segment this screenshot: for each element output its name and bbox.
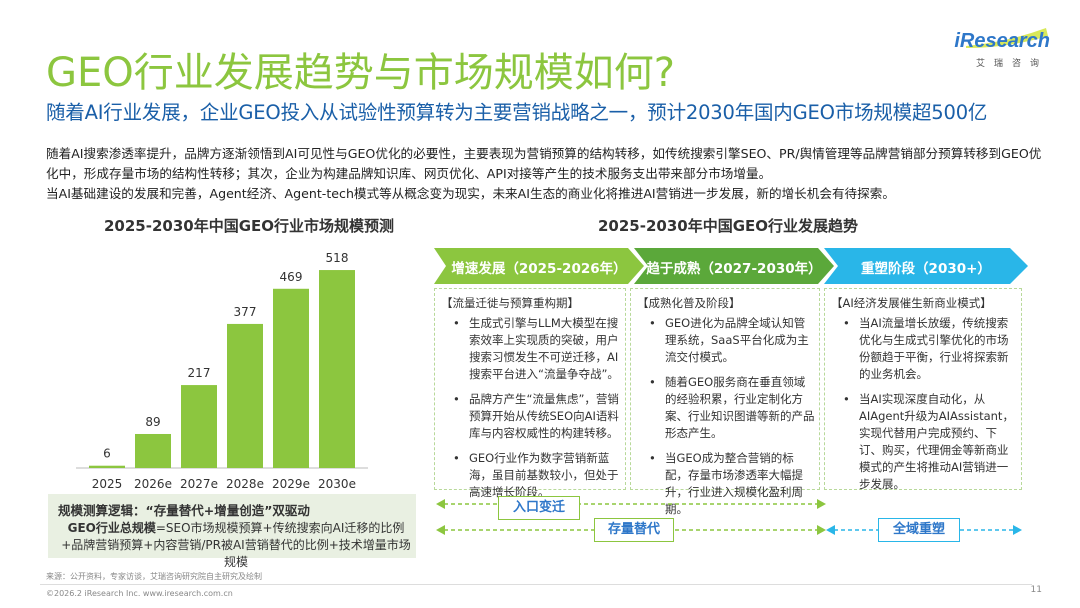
phase-label-2: 趋于成熟（2027-2030年） (646, 261, 822, 277)
bar-2030e (319, 270, 355, 468)
phase-banner-3: 重塑阶段（2030+） (824, 248, 1028, 284)
phase-points-2: GEO进化为品牌全域认知管理系统，SaaS平台化成为主流交付模式。 随着GEO服… (649, 315, 815, 526)
phase-arrow-shape-2 (634, 248, 834, 284)
bar-2027e (181, 385, 217, 468)
x-tick-label-2029e: 2029e (272, 477, 310, 491)
footer-divider (40, 584, 1032, 585)
intro-line-1: 随着AI搜索渗透率提升，品牌方逐渐领悟到AI可见性与GEO优化的必要性，主要表现… (46, 146, 1042, 181)
phase-subtitle-1: 【流量迁徙与预算重构期】 (441, 296, 579, 310)
x-tick-label-2027e: 2027e (180, 477, 218, 491)
bar-2026e (135, 433, 171, 468)
logic-formula-bold: GEO行业总规模 (67, 521, 156, 535)
phase-subtitle-3: 【AI经济发展催生新商业模式】 (831, 296, 992, 310)
phase-arrow-shape-3 (824, 248, 1028, 284)
logic-heading: 规模测算逻辑：“存量替代+增量创造”双驱动 (58, 503, 310, 518)
logo-swoosh-icon (966, 28, 1048, 48)
logic-formula: GEO行业总规模=SEO市场规模预算+传统搜索向AI迁移的比例+品牌营销预算+内… (60, 520, 412, 571)
tag-entry-shift: 入口变迁 (498, 496, 580, 520)
x-tick-label-2028e: 2028e (226, 477, 264, 491)
data-label-2029e: 469 (280, 270, 303, 284)
phase-arrow-shape-1 (434, 248, 644, 284)
phase-3-point: 当AI实现深度自动化，从AIAgent升级为AIAssistant，实现代替用户… (843, 391, 1017, 493)
data-label-2026e: 89 (145, 415, 160, 429)
phase-2-point: 当GEO成为整合营销的标配，存量市场渗透率大幅提升，行业进入规模化盈利周期。 (649, 450, 815, 518)
source-note: 来源：公开资料，专家访谈，艾瑞咨询研究院自主研究及绘制 (46, 572, 262, 581)
x-tick-label-2030e: 2030e (318, 477, 356, 491)
phase-1-point: GEO行业作为数字营销新蓝海，虽目前基数较小，但处于高速增长阶段。 (453, 450, 621, 501)
phase-1-point: 品牌方产生“流量焦虑”，营销预算开始从传统SEO向AI语料库与内容权威性的构建转… (453, 391, 621, 442)
bar-2025 (89, 465, 125, 468)
data-label-2030e: 518 (326, 251, 349, 265)
page-number: 11 (1030, 585, 1042, 595)
page-subtitle: 随着AI行业发展，企业GEO投入从试验性预算转为主要营销战略之一，预计2030年… (46, 101, 988, 124)
tag-global-reshape: 全域重塑 (878, 518, 960, 542)
logo-subtext: 艾瑞咨询 (975, 59, 1048, 69)
intro-line-2: 当AI基础建设的发展和完善，Agent经济、Agent-tech模式等从概念变为… (46, 186, 895, 201)
phase-banner-1: 增速发展（2025-2026年） (434, 248, 644, 284)
bar-2029e (273, 288, 309, 468)
x-tick-label-2026e: 2026e (134, 477, 172, 491)
global-range-arrow (826, 525, 1022, 535)
logic-box: 规模测算逻辑：“存量替代+增量创造”双驱动 GEO行业总规模=SEO市场规模预算… (48, 494, 416, 569)
phase-points-1: 生成式引擎与LLM大模型在搜索效率上实现质的突破，用户搜索习惯发生不可逆迁移，A… (453, 315, 621, 509)
market-size-bar-chart: 6 2025 89 2026e 217 2027e 377 2028e 469 2029e 518 2… (76, 251, 368, 491)
phase-label-1: 增速发展（2025-2026年） (451, 261, 627, 277)
page-title: GEO行业发展趋势与市场规模如何? (46, 50, 675, 96)
phase-1-point: 生成式引擎与LLM大模型在搜索效率上实现质的突破，用户搜索习惯发生不可逆迁移，A… (453, 315, 621, 383)
phase-column-1: 【流量迁徙与预算重构期】 生成式引擎与LLM大模型在搜索效率上实现质的突破，用户… (434, 288, 626, 499)
logic-formula-rest: =SEO市场规模预算+传统搜索向AI迁移的比例+品牌营销预算+内容营销/PR被A… (61, 521, 411, 569)
phase-label-3: 重塑阶段（2030+） (861, 261, 991, 277)
chart-section-title: 2025-2030年中国GEO行业市场规模预测 (104, 217, 395, 235)
data-label-2027e: 217 (188, 366, 211, 380)
phase-banner-2: 趋于成熟（2027-2030年） (634, 248, 834, 284)
data-label-2028e: 377 (234, 305, 257, 319)
intro-paragraph: 随着AI搜索渗透率提升，品牌方逐渐领悟到AI可见性与GEO优化的必要性，主要表现… (46, 144, 1042, 204)
x-tick-label-2025: 2025 (92, 477, 123, 491)
logo-wordmark: iResearch (954, 30, 1050, 52)
phase-3-point: 当AI流量增长放缓，传统搜索优化与生成式引擎优化的市场份额趋于平衡，行业将探索新… (843, 315, 1017, 383)
data-label-2025: 6 (103, 447, 111, 461)
entry-range-arrow (436, 499, 826, 509)
trend-section-title: 2025-2030年中国GEO行业发展趋势 (598, 217, 859, 235)
iresearch-logo: iResearch 艾瑞咨询 (950, 26, 1050, 70)
bar-2028e (227, 323, 263, 468)
phase-2-point: GEO进化为品牌全域认知管理系统，SaaS平台化成为主流交付模式。 (649, 315, 815, 366)
phase-2-point: 随着GEO服务商在垂直领域的经验积累，行业定制化方案、行业知识图谱等新的产品形态… (649, 374, 815, 442)
copyright-text: ©2026.2 iResearch Inc. www.iresearch.com… (46, 589, 233, 598)
phase-column-3: 【AI经济发展催生新商业模式】 当AI流量增长放缓，传统搜索优化与生成式引擎优化… (824, 288, 1022, 491)
phase-points-3: 当AI流量增长放缓，传统搜索优化与生成式引擎优化的市场份额趋于平衡，行业将探索新… (843, 315, 1017, 501)
stock-range-arrow (436, 525, 826, 535)
tag-stock-replacement: 存量替代 (594, 518, 674, 542)
phase-subtitle-2: 【成熟化普及阶段】 (637, 296, 741, 310)
phase-column-2: 【成熟化普及阶段】 GEO进化为品牌全域认知管理系统，SaaS平台化成为主流交付… (630, 288, 820, 516)
